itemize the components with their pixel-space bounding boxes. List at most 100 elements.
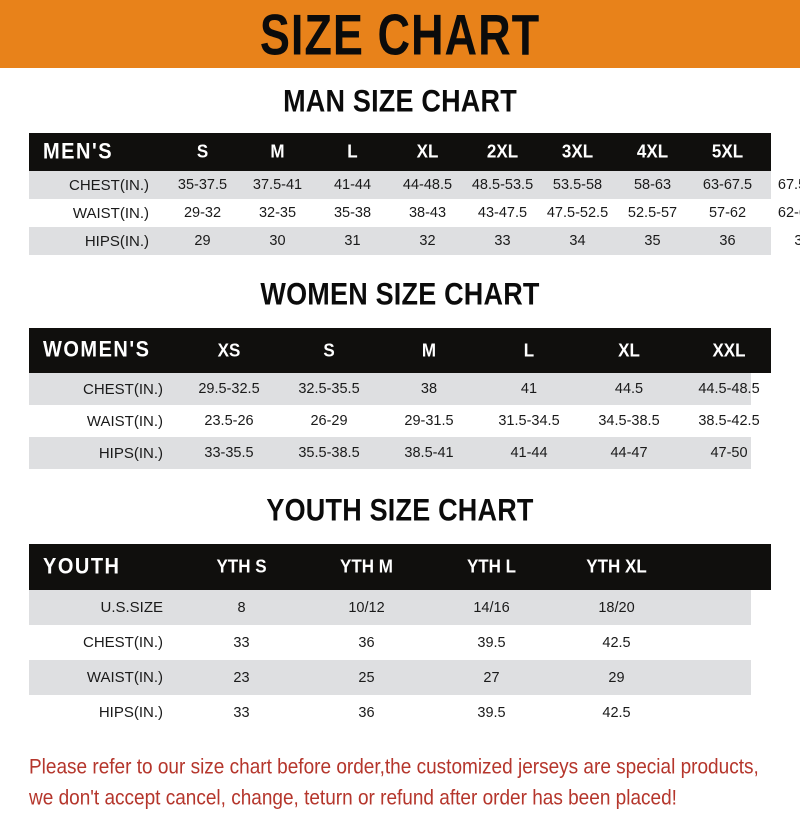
youth-header-spacer <box>679 544 771 590</box>
women-cell-1-5: 38.5-42.5 <box>698 413 760 429</box>
table-row: U.S.SIZE 8 10/12 14/16 18/20 <box>29 590 751 625</box>
women-cell-2-0: 33-35.5 <box>204 445 254 461</box>
page-banner: SIZE CHART <box>0 0 800 68</box>
women-cell-2-2: 38.5-41 <box>404 445 454 461</box>
men-header-label: MEN'S <box>43 139 114 164</box>
women-size-header-0: XS <box>217 339 241 361</box>
women-cell-0-2: 38 <box>420 381 438 397</box>
youth-cell-1-3: 42.5 <box>602 634 631 651</box>
men-cell-0-6: 58-63 <box>633 177 672 193</box>
women-header-label: WOMEN'S <box>43 337 151 363</box>
men-cell-0-2: 41-44 <box>333 177 372 193</box>
row-spacer <box>679 590 751 625</box>
men-cell-1-5: 47.5-52.5 <box>546 205 609 221</box>
men-section-title: MAN SIZE CHART <box>283 83 517 119</box>
men-table-body: CHEST(IN.) 35-37.5 37.5-41 41-44 44-48.5 48.5… <box>29 171 800 255</box>
row-spacer <box>679 695 751 730</box>
men-cell-0-3: 44-48.5 <box>402 177 453 193</box>
women-cell-0-5: 44.5-48.5 <box>698 381 760 397</box>
women-size-header-3: L <box>523 339 535 361</box>
men-cell-1-4: 43-47.5 <box>477 205 528 221</box>
men-cell-2-6: 35 <box>644 233 661 249</box>
men-cell-2-7: 36 <box>719 233 736 249</box>
men-cell-1-8: 62-66.5 <box>777 205 800 221</box>
men-size-header-6: 4XL <box>636 141 669 162</box>
women-cell-0-3: 41 <box>520 381 538 397</box>
footer-notice: Please refer to our size chart before or… <box>29 752 771 815</box>
men-cell-1-2: 35-38 <box>333 205 372 221</box>
page-title: SIZE CHART <box>259 1 541 67</box>
table-row: CHEST(IN.) 35-37.5 37.5-41 41-44 44-48.5 48.5… <box>29 171 800 199</box>
women-cell-0-4: 44.5 <box>614 381 644 397</box>
table-row: HIPS(IN.) 29 30 31 32 33 34 35 36 37 <box>29 227 800 255</box>
youth-size-table: YOUTH YTH S YTH M YTH L YTH XL U.S.SIZE 8 10/1… <box>29 544 771 730</box>
men-size-header-7: 5XL <box>711 141 744 162</box>
youth-row-label-1: CHEST(IN.) <box>83 634 163 651</box>
women-table-header-row: WOMEN'S XS S M L XL XXL <box>29 328 771 373</box>
youth-cell-2-2: 27 <box>483 669 500 686</box>
table-row: CHEST(IN.) 33 36 39.5 42.5 <box>29 625 751 660</box>
men-cell-1-1: 32-35 <box>258 205 297 221</box>
women-row-label-1: WAIST(IN.) <box>86 412 163 430</box>
table-row: WAIST(IN.) 29-32 32-35 35-38 38-43 43-47.5 47.… <box>29 199 800 227</box>
women-size-header-1: S <box>323 339 335 361</box>
men-size-header-5: 3XL <box>561 141 594 162</box>
row-spacer <box>679 625 751 660</box>
women-size-header-4: XL <box>618 339 640 361</box>
women-cell-1-3: 31.5-34.5 <box>498 413 560 429</box>
women-cell-2-1: 35.5-38.5 <box>298 445 360 461</box>
youth-cell-1-2: 39.5 <box>477 634 506 651</box>
men-size-header-8: 6XL <box>786 141 800 162</box>
youth-cell-3-3: 42.5 <box>602 704 631 721</box>
men-size-header-2: L <box>347 141 358 162</box>
youth-table-body: U.S.SIZE 8 10/12 14/16 18/20 CHEST(IN.) 33 36 39… <box>29 590 771 730</box>
men-cell-0-7: 63-67.5 <box>702 177 753 193</box>
youth-cell-0-1: 10/12 <box>348 599 385 616</box>
men-row-label-0: CHEST(IN.) <box>69 176 149 194</box>
men-cell-0-0: 35-37.5 <box>177 177 228 193</box>
men-cell-0-8: 67.5-72 <box>777 177 800 193</box>
youth-cell-1-1: 36 <box>358 634 375 651</box>
youth-row-label-3: HIPS(IN.) <box>98 704 163 721</box>
women-cell-0-0: 29.5-32.5 <box>198 381 260 397</box>
men-cell-2-3: 32 <box>419 233 436 249</box>
men-cell-1-6: 52.5-57 <box>627 205 678 221</box>
youth-cell-2-3: 29 <box>608 669 625 686</box>
women-cell-1-1: 26-29 <box>310 413 348 429</box>
youth-cell-2-1: 25 <box>358 669 375 686</box>
youth-size-header-0: YTH S <box>216 556 267 577</box>
women-cell-2-3: 41-44 <box>510 445 548 461</box>
youth-size-header-3: YTH XL <box>586 556 647 577</box>
men-size-header-3: XL <box>416 141 439 162</box>
women-cell-0-1: 32.5-35.5 <box>298 381 360 397</box>
women-cell-1-0: 23.5-26 <box>204 413 254 429</box>
men-cell-1-0: 29-32 <box>183 205 222 221</box>
women-row-label-2: HIPS(IN.) <box>98 444 163 462</box>
table-row: WAIST(IN.) 23 25 27 29 <box>29 660 751 695</box>
youth-cell-0-2: 14/16 <box>473 599 510 616</box>
women-cell-2-5: 47-50 <box>710 445 748 461</box>
women-cell-2-4: 44-47 <box>610 445 648 461</box>
youth-size-header-2: YTH L <box>466 556 517 577</box>
youth-row-label-2: WAIST(IN.) <box>86 669 163 686</box>
table-row: CHEST(IN.) 29.5-32.5 32.5-35.5 38 41 44.5 44.5… <box>29 373 760 405</box>
men-cell-2-0: 29 <box>194 233 211 249</box>
table-row: HIPS(IN.) 33 36 39.5 42.5 <box>29 695 751 730</box>
men-cell-2-8: 37 <box>794 233 800 249</box>
women-size-header-5: XXL <box>712 339 746 361</box>
women-size-header-2: M <box>421 339 437 361</box>
youth-cell-2-0: 23 <box>233 669 250 686</box>
youth-cell-3-0: 33 <box>233 704 250 721</box>
men-cell-1-3: 38-43 <box>408 205 447 221</box>
men-cell-2-1: 30 <box>269 233 286 249</box>
women-row-label-0: CHEST(IN.) <box>83 380 163 398</box>
men-size-table: MEN'S S M L XL 2XL 3XL 4XL 5XL 6XL CHEST(IN.) 35-3… <box>29 133 800 255</box>
youth-cell-0-0: 8 <box>237 599 246 616</box>
men-size-header-0: S <box>196 141 209 162</box>
youth-cell-1-0: 33 <box>233 634 250 651</box>
men-size-header-1: M <box>270 141 285 162</box>
footer-line-2: we don't accept cancel, change, teturn o… <box>29 786 677 811</box>
table-row: HIPS(IN.) 33-35.5 35.5-38.5 38.5-41 41-44 44-… <box>29 437 751 469</box>
youth-cell-3-1: 36 <box>358 704 375 721</box>
women-section-title: WOMEN SIZE CHART <box>260 276 540 312</box>
